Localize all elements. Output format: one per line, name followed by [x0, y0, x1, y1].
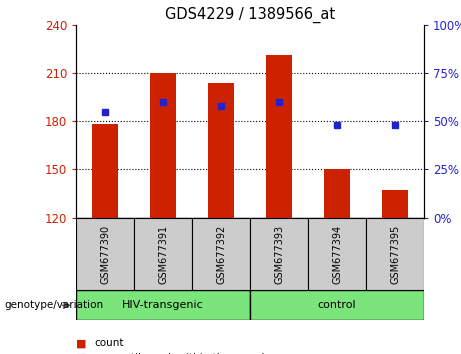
Bar [134, 218, 192, 290]
Text: GSM677392: GSM677392 [216, 224, 226, 284]
Text: HIV-transgenic: HIV-transgenic [122, 300, 204, 310]
Bar [92, 125, 118, 218]
Text: GSM677395: GSM677395 [390, 224, 400, 284]
Bar [150, 73, 176, 218]
Text: GSM677393: GSM677393 [274, 224, 284, 284]
Bar [76, 218, 134, 290]
Text: count: count [95, 338, 124, 348]
Bar [250, 290, 424, 320]
Bar [192, 218, 250, 290]
Bar [250, 218, 308, 290]
Bar [266, 55, 292, 218]
Text: ■: ■ [76, 338, 87, 348]
Text: GSM677390: GSM677390 [100, 224, 110, 284]
Text: GSM677394: GSM677394 [332, 224, 342, 284]
Bar [208, 82, 234, 218]
Bar [76, 290, 250, 320]
Bar [324, 170, 350, 218]
Bar [308, 218, 366, 290]
Text: GSM677391: GSM677391 [158, 224, 168, 284]
Text: ■: ■ [76, 353, 87, 354]
Title: GDS4229 / 1389566_at: GDS4229 / 1389566_at [165, 7, 335, 23]
Bar [366, 218, 424, 290]
Text: percentile rank within the sample: percentile rank within the sample [95, 353, 271, 354]
Text: genotype/variation: genotype/variation [5, 300, 104, 310]
Bar [382, 190, 408, 218]
Text: control: control [318, 300, 356, 310]
